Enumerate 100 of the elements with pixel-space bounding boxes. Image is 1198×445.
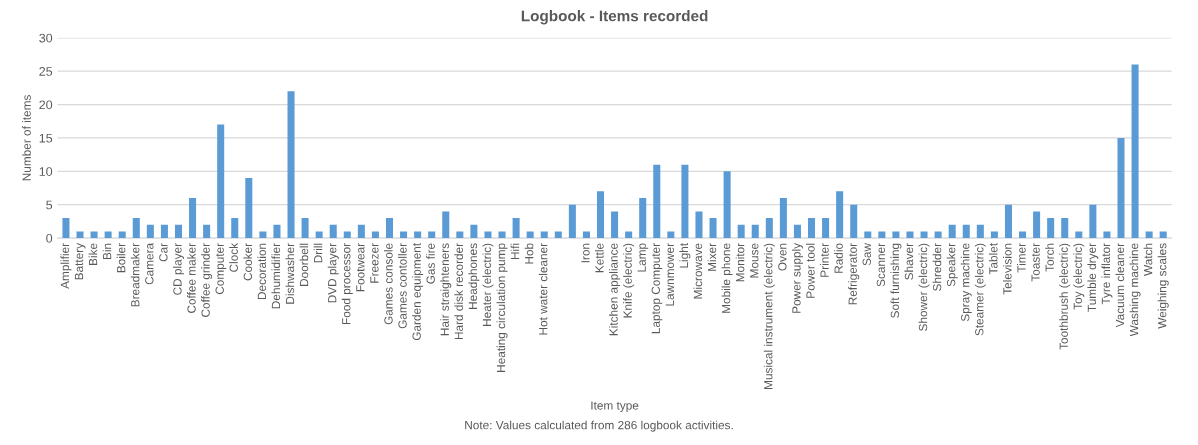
bar bbox=[160, 224, 168, 239]
x-tick-label: Dehumidifier bbox=[271, 243, 281, 309]
bar bbox=[371, 231, 379, 239]
x-tick-label: Scanner bbox=[876, 243, 886, 287]
x-tick-label: Games contoller bbox=[398, 243, 407, 329]
x-tick-label: Oven bbox=[778, 243, 787, 271]
bar bbox=[822, 218, 830, 239]
y-tick-label: 25 bbox=[39, 67, 53, 76]
bar bbox=[751, 224, 759, 239]
x-tick-label: DVD player bbox=[327, 243, 339, 303]
bar bbox=[189, 198, 197, 239]
x-tick-label: Food processor bbox=[341, 243, 353, 324]
y-tick-label: 15 bbox=[39, 133, 53, 143]
bar bbox=[118, 231, 126, 239]
bar bbox=[1033, 211, 1041, 239]
x-tick-label: Camera bbox=[145, 242, 154, 285]
x-tick-label: Hot water cleaner bbox=[538, 243, 548, 335]
x-tick-label: Washing machine bbox=[1129, 243, 1141, 337]
x-tick-label: Garden equipment bbox=[412, 243, 424, 341]
bar bbox=[217, 124, 225, 239]
bar bbox=[681, 164, 689, 239]
y-tick-label: 5 bbox=[46, 200, 53, 210]
bar bbox=[90, 231, 98, 239]
bar bbox=[639, 198, 647, 239]
x-tick-label: Watch bbox=[1143, 243, 1153, 276]
bar bbox=[484, 231, 492, 239]
y-tick-label: 0 bbox=[46, 233, 53, 243]
bar bbox=[146, 224, 154, 239]
x-tick-label: Toothbrush (electric) bbox=[1059, 243, 1071, 350]
bar bbox=[526, 231, 534, 239]
bar bbox=[1159, 231, 1167, 239]
bar bbox=[273, 224, 281, 239]
bar bbox=[976, 224, 984, 239]
x-tick-label: Weighing scales bbox=[1157, 243, 1169, 329]
bar bbox=[737, 224, 745, 239]
x-tick-label: Timer bbox=[1017, 243, 1026, 273]
bar bbox=[357, 224, 365, 239]
x-tick-label: Microwave bbox=[693, 243, 703, 299]
bar bbox=[1089, 204, 1097, 239]
x-tick-label: Lawnmower bbox=[665, 243, 675, 306]
x-tick-label: Coffee maker bbox=[187, 243, 196, 313]
x-tick-label: Toy (electric) bbox=[1073, 243, 1085, 310]
x-tick-label: Hair straighteners bbox=[440, 243, 452, 336]
bar bbox=[301, 218, 309, 239]
x-tick-label: Mouse bbox=[750, 243, 759, 278]
x-tick-label: Bin bbox=[102, 243, 112, 260]
x-tick-label: Mobile phone bbox=[721, 243, 733, 313]
bar bbox=[456, 231, 464, 239]
x-tick-label: Boiler bbox=[116, 243, 126, 273]
bar bbox=[990, 231, 998, 239]
x-tick-label: Hob bbox=[524, 243, 534, 264]
bar bbox=[625, 231, 633, 239]
chart-title: Logbook - Items recorded bbox=[521, 10, 708, 25]
x-tick-label: Heater (electric) bbox=[482, 243, 494, 326]
x-tick-label: Torch bbox=[1045, 243, 1054, 272]
bar bbox=[62, 218, 70, 239]
x-tick-label: Radio bbox=[834, 243, 843, 273]
bar bbox=[1061, 218, 1069, 239]
bar bbox=[568, 204, 576, 239]
x-tick-label: Iron bbox=[581, 243, 590, 263]
x-tick-label: Soft furnishing bbox=[890, 243, 902, 318]
bar bbox=[611, 211, 619, 239]
x-tick-label: Coffee grinder bbox=[201, 243, 213, 317]
x-tick-label: Knife (electric) bbox=[623, 243, 635, 318]
bar bbox=[1103, 231, 1111, 239]
bar bbox=[132, 218, 140, 239]
bar bbox=[76, 231, 84, 239]
x-tick-label: Vacuum cleaner bbox=[1115, 243, 1125, 328]
x-tick-label: Toaster bbox=[1031, 243, 1040, 282]
x-tick-label: Mixer bbox=[707, 243, 717, 271]
text: Note: Values calculated from 286 logbook activities. bbox=[465, 420, 733, 432]
bar bbox=[793, 224, 801, 239]
x-tick-label: Clock bbox=[229, 242, 238, 272]
bar bbox=[864, 231, 872, 239]
bar bbox=[540, 231, 548, 239]
x-tick-label: Headphones bbox=[468, 243, 480, 309]
y-tick-label: 30 bbox=[39, 33, 53, 43]
bar bbox=[442, 211, 450, 239]
x-tick-label: Kettle bbox=[595, 243, 604, 273]
x-tick-label: Tyre inflator bbox=[1101, 243, 1113, 305]
bar bbox=[1131, 64, 1139, 239]
x-tick-label: Saw bbox=[862, 242, 871, 266]
x-tick-label: Drill bbox=[313, 243, 323, 263]
bar bbox=[709, 218, 717, 239]
bar bbox=[962, 224, 970, 239]
bar bbox=[765, 218, 773, 239]
bar bbox=[287, 91, 295, 239]
x-tick-label: Battery bbox=[74, 242, 86, 280]
x-tick-label: Musical instrument (electric) bbox=[763, 243, 775, 389]
bar bbox=[259, 231, 267, 239]
bar bbox=[1019, 231, 1027, 239]
x-tick-label: Light bbox=[679, 243, 691, 268]
bar bbox=[779, 198, 787, 239]
bar bbox=[498, 231, 506, 239]
bar bbox=[174, 224, 182, 239]
x-tick-label: Cooker bbox=[243, 243, 252, 281]
bar bbox=[203, 224, 211, 239]
bar bbox=[892, 231, 900, 239]
x-tick-label: Decoration bbox=[257, 243, 267, 300]
x-tick-label: Heating circulation pump bbox=[496, 243, 508, 372]
